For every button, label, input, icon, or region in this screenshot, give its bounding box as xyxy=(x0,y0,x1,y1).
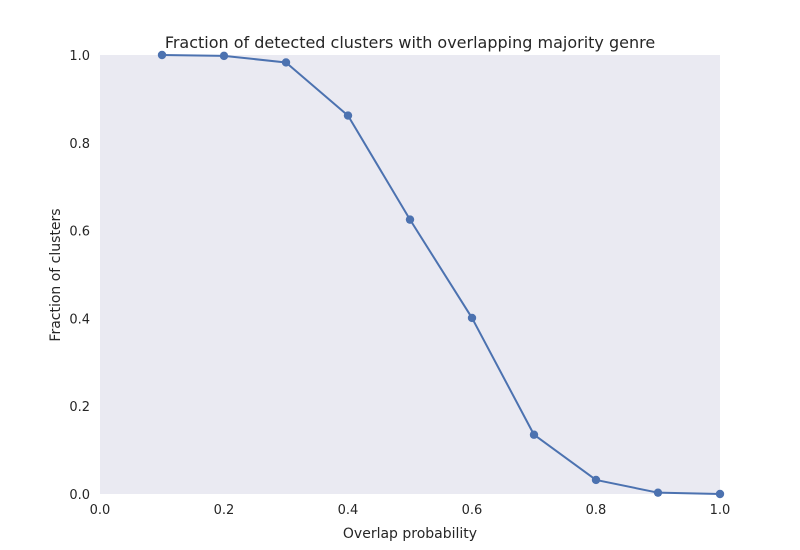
data-point xyxy=(281,58,291,67)
data-point xyxy=(467,313,477,323)
data-point xyxy=(653,488,663,497)
y-axis-ticks: 0.0 0.2 0.4 0.6 0.8 1.0 xyxy=(69,49,90,503)
y-axis-label: Fraction of clusters xyxy=(48,208,64,341)
series-line xyxy=(161,54,721,495)
x-axis-label: Overlap probability xyxy=(343,526,477,542)
data-point xyxy=(157,50,167,60)
x-tick-label: 0.4 xyxy=(338,503,359,518)
x-tick-label: 1.0 xyxy=(710,503,731,518)
data-point xyxy=(343,111,353,120)
x-tick-label: 0.2 xyxy=(214,503,235,518)
x-tick-label: 0.8 xyxy=(586,503,607,518)
data-point xyxy=(715,489,725,499)
y-tick-label: 1.0 xyxy=(69,49,90,64)
plot-area xyxy=(100,55,720,494)
y-tick-label: 0.4 xyxy=(69,312,90,327)
chart-title: Fraction of detected clusters with overl… xyxy=(165,33,655,52)
data-point xyxy=(591,475,601,485)
x-tick-label: 0.0 xyxy=(90,503,111,518)
data-point xyxy=(219,51,229,61)
y-tick-label: 0.2 xyxy=(69,400,90,415)
series-layer xyxy=(157,50,725,499)
data-point xyxy=(405,215,415,224)
y-tick-label: 0.6 xyxy=(69,225,90,240)
y-tick-label: 0.0 xyxy=(69,488,90,503)
data-point xyxy=(529,430,539,439)
y-tick-label: 0.8 xyxy=(69,137,90,152)
x-axis-ticks: 0.0 0.2 0.4 0.6 0.8 1.0 xyxy=(90,503,731,518)
x-tick-label: 0.6 xyxy=(462,503,483,518)
